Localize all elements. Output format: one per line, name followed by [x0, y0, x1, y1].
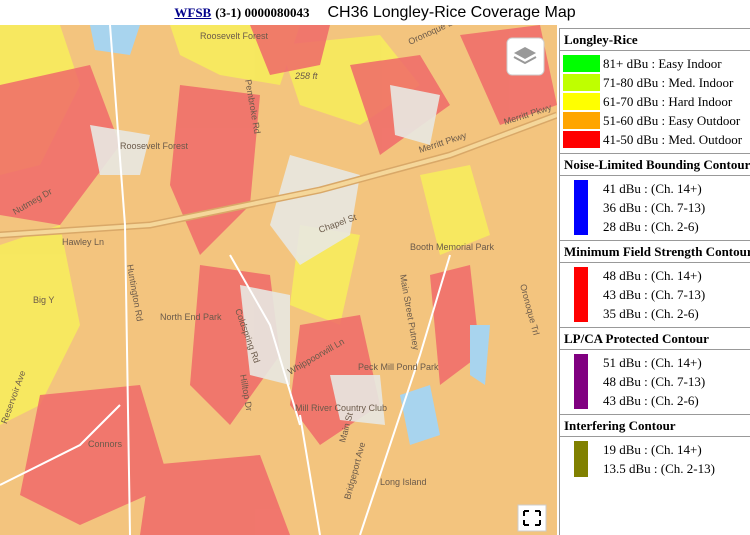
legend-item: 35 dBu : (Ch. 2-6) [560, 304, 750, 323]
legend-label: 41 dBu : (Ch. 14+) [603, 181, 702, 196]
legend-item: 61-70 dBu : Hard Indoor [560, 92, 750, 111]
map-label: Connors [88, 439, 123, 449]
legend-item: 51-60 dBu : Easy Outdoor [560, 111, 750, 130]
station-link[interactable]: WFSB [174, 5, 212, 20]
map-label: Peck Mill Pond Park [358, 362, 439, 372]
legend: Longley-Rice 81+ dBu : Easy Indoor 71-80 d… [559, 28, 750, 535]
legend-label: 81+ dBu : Easy Indoor [603, 56, 722, 71]
color-swatch [563, 112, 600, 129]
legend-label: 43 dBu : (Ch. 7-13) [603, 287, 706, 302]
legend-section: Minimum Field Strength Contour 48 dBu : (… [560, 240, 750, 323]
coverage-red [0, 25, 557, 535]
legend-item: 43 dBu : (Ch. 2-6) [560, 391, 750, 410]
contour-swatch [574, 441, 588, 477]
legend-item: 48 dBu : (Ch. 7-13) [560, 372, 750, 391]
legend-item: 43 dBu : (Ch. 7-13) [560, 285, 750, 304]
layers-button[interactable] [506, 37, 545, 76]
map-label: North End Park [160, 312, 222, 322]
legend-item: 81+ dBu : Easy Indoor [560, 54, 750, 73]
legend-section: LP/CA Protected Contour 51 dBu : (Ch. 14+… [560, 327, 750, 410]
legend-section-title: Minimum Field Strength Contour [560, 240, 750, 263]
map-label: 258 ft [294, 71, 318, 81]
map: Roosevelt Forest Roosevelt Forest 258 ft… [0, 25, 557, 535]
legend-item: 28 dBu : (Ch. 2-6) [560, 217, 750, 236]
legend-label: 61-70 dBu : Hard Indoor [603, 94, 733, 109]
map-label: Booth Memorial Park [410, 242, 495, 252]
legend-label: 19 dBu : (Ch. 14+) [603, 442, 702, 457]
legend-label: 35 dBu : (Ch. 2-6) [603, 306, 699, 321]
legend-item: 19 dBu : (Ch. 14+) [560, 440, 750, 459]
legend-item: 71-80 dBu : Med. Indoor [560, 73, 750, 92]
legend-label: 48 dBu : (Ch. 7-13) [603, 374, 706, 389]
legend-item: 41 dBu : (Ch. 14+) [560, 179, 750, 198]
contour-swatch [574, 354, 588, 409]
map-label: Roosevelt Forest [120, 141, 189, 151]
legend-item: 41-50 dBu : Med. Outdoor [560, 130, 750, 149]
legend-item: 51 dBu : (Ch. 14+) [560, 353, 750, 372]
legend-label: 51 dBu : (Ch. 14+) [603, 355, 702, 370]
color-swatch [563, 131, 600, 148]
legend-item: 13.5 dBu : (Ch. 2-13) [560, 459, 750, 478]
map-label: Long Island [380, 477, 427, 487]
legend-item: 48 dBu : (Ch. 14+) [560, 266, 750, 285]
legend-label: 28 dBu : (Ch. 2-6) [603, 219, 699, 234]
color-swatch [563, 55, 600, 72]
page-title: CH36 Longley-Rice Coverage Map [327, 4, 576, 21]
map-label: Mill River Country Club [295, 403, 387, 413]
water [90, 25, 490, 445]
legend-items: 41 dBu : (Ch. 14+) 36 dBu : (Ch. 7-13) 28 … [560, 176, 750, 236]
roads [0, 25, 557, 535]
legend-section: Longley-Rice 81+ dBu : Easy Indoor 71-80 d… [560, 28, 750, 149]
legend-items: 48 dBu : (Ch. 14+) 43 dBu : (Ch. 7-13) 35 … [560, 263, 750, 323]
legend-items: 81+ dBu : Easy Indoor 71-80 dBu : Med. In… [560, 51, 750, 149]
legend-label: 41-50 dBu : Med. Outdoor [603, 132, 743, 147]
legend-label: 43 dBu : (Ch. 2-6) [603, 393, 699, 408]
legend-label: 13.5 dBu : (Ch. 2-13) [603, 461, 715, 476]
map-label: Hawley Ln [62, 237, 104, 247]
legend-label: 48 dBu : (Ch. 14+) [603, 268, 702, 283]
legend-section-title: Noise-Limited Bounding Contour [560, 153, 750, 176]
contour-swatch [574, 267, 588, 322]
legend-section: Noise-Limited Bounding Contour 41 dBu : (… [560, 153, 750, 236]
legend-label: 51-60 dBu : Easy Outdoor [603, 113, 741, 128]
legend-section-title: Interfering Contour [560, 414, 750, 437]
legend-section: Interfering Contour 19 dBu : (Ch. 14+) 13.… [560, 414, 750, 478]
legend-item: 36 dBu : (Ch. 7-13) [560, 198, 750, 217]
legend-section-title: Longley-Rice [560, 28, 750, 51]
station-id: (3-1) 0000080043 [215, 5, 310, 20]
fullscreen-button[interactable] [517, 504, 547, 532]
legend-items: 51 dBu : (Ch. 14+) 48 dBu : (Ch. 7-13) 43 … [560, 350, 750, 410]
color-swatch [563, 93, 600, 110]
map-label: Big Y [33, 295, 54, 305]
legend-label: 71-80 dBu : Med. Indoor [603, 75, 734, 90]
map-label: Roosevelt Forest [200, 31, 269, 41]
header: WFSB (3-1) 0000080043 CH36 Longley-Rice … [0, 0, 750, 25]
legend-label: 36 dBu : (Ch. 7-13) [603, 200, 706, 215]
legend-section-title: LP/CA Protected Contour [560, 327, 750, 350]
color-swatch [563, 74, 600, 91]
legend-items: 19 dBu : (Ch. 14+) 13.5 dBu : (Ch. 2-13) [560, 437, 750, 478]
contour-swatch [574, 180, 588, 235]
